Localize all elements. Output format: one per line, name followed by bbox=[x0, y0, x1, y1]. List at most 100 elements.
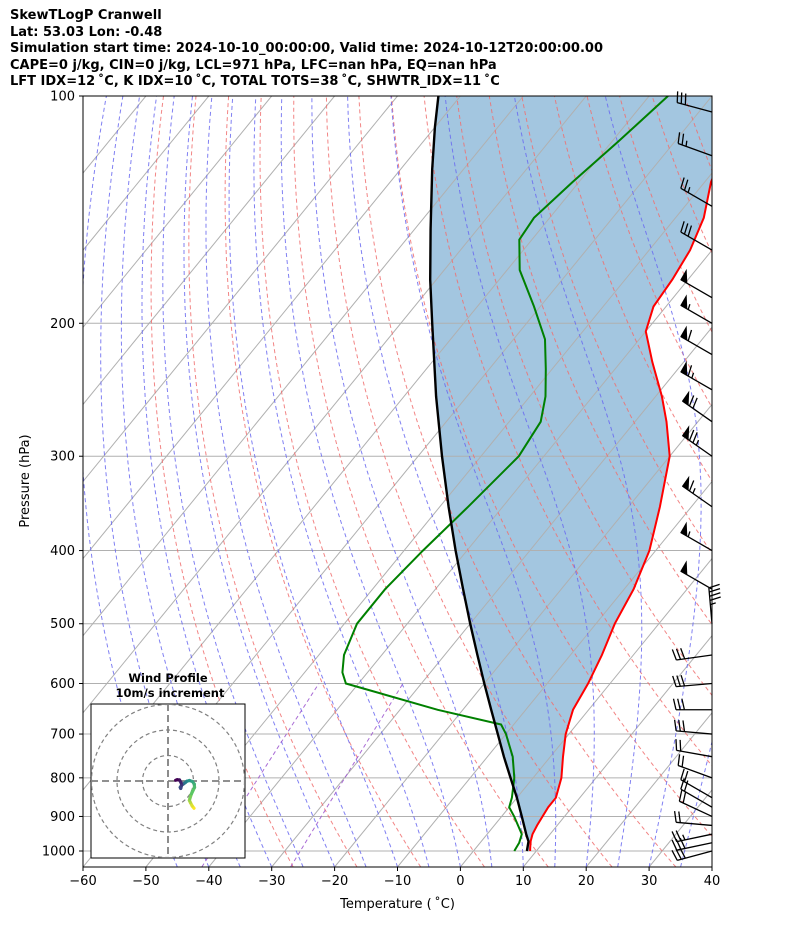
wind-barb-flag bbox=[692, 397, 698, 409]
x-tick-label: 0 bbox=[456, 874, 464, 889]
wind-barb-pennant bbox=[680, 360, 688, 377]
isotherm-line bbox=[711, 866, 712, 867]
x-tick-label: −40 bbox=[195, 874, 222, 889]
moist-adiabat bbox=[162, 96, 304, 867]
wind-barb-flag bbox=[708, 583, 720, 589]
inset-title: Wind Profile bbox=[128, 671, 208, 685]
header-times: Simulation start time: 2024-10-10_00:00:… bbox=[10, 41, 603, 56]
y-tick-label: 500 bbox=[50, 617, 75, 632]
wind-barb-flag bbox=[676, 675, 681, 687]
dry-adiabat bbox=[325, 96, 613, 867]
dry-adiabat bbox=[750, 96, 794, 867]
wind-barb-flag bbox=[682, 720, 686, 732]
profiles bbox=[341, 96, 712, 852]
wind-barb-flag bbox=[671, 850, 678, 861]
header-title: SkewTLogP Cranwell bbox=[10, 8, 162, 23]
isotherm-line bbox=[83, 96, 461, 560]
isotherm-line bbox=[585, 712, 712, 867]
x-tick-label: −20 bbox=[321, 874, 348, 889]
wind-barb-shaft bbox=[680, 231, 713, 251]
wind-barb-shaft bbox=[677, 142, 713, 157]
cin-shaded-area bbox=[430, 96, 712, 851]
wind-barb-flag bbox=[680, 648, 686, 660]
wind-barbs bbox=[671, 91, 721, 861]
moist-adiabat bbox=[253, 96, 430, 867]
dry-adiabat bbox=[717, 96, 794, 867]
wind-barb-flag bbox=[671, 839, 678, 851]
chart-header: SkewTLogP Cranwell Lat: 53.03 Lon: -0.48… bbox=[10, 8, 603, 91]
moist-adiabat bbox=[390, 96, 557, 867]
wind-barb-shaft bbox=[708, 587, 713, 624]
wind-barb-shaft bbox=[676, 730, 713, 735]
wind-barb-flag bbox=[677, 698, 681, 710]
wind-barb-pennant bbox=[680, 560, 688, 576]
wind-barb-flag bbox=[709, 592, 721, 597]
dry-adiabat bbox=[224, 96, 422, 867]
wind-barb-flag bbox=[680, 674, 686, 687]
moist-adiabat bbox=[311, 96, 493, 867]
wind-profile-inset: Wind Profile 10m/s increment bbox=[90, 671, 246, 859]
isotherm-line bbox=[83, 96, 210, 251]
dry-adiabat bbox=[259, 96, 485, 867]
wind-barb-shaft bbox=[680, 788, 713, 808]
isotherm-line bbox=[145, 172, 712, 867]
wind-barb-flag bbox=[682, 791, 687, 804]
moist-adiabat bbox=[141, 96, 273, 867]
wind-barb-flag bbox=[681, 133, 685, 145]
wind-barb-flag bbox=[672, 675, 677, 687]
x-tick-label: 30 bbox=[641, 874, 658, 889]
isotherm-line bbox=[83, 96, 587, 714]
isotherm-line bbox=[83, 96, 335, 406]
wind-barb-shaft bbox=[676, 821, 713, 827]
dry-adiabat bbox=[358, 96, 677, 867]
y-tick-label: 400 bbox=[50, 544, 75, 559]
dry-adiabat bbox=[423, 96, 712, 767]
parcel-profile bbox=[428, 96, 530, 852]
moist-adiabat bbox=[205, 96, 367, 867]
isotherm-line bbox=[83, 96, 273, 329]
wind-barb-flag bbox=[679, 739, 682, 752]
wind-barb-shaft bbox=[676, 682, 713, 688]
moist-adiabat bbox=[347, 96, 524, 867]
y-tick-label: 600 bbox=[50, 677, 75, 692]
dry-adiabat bbox=[293, 96, 549, 867]
wind-barb-flag bbox=[683, 780, 689, 792]
hodograph-segment bbox=[174, 778, 179, 782]
wind-barb-flag bbox=[678, 811, 681, 823]
y-axis-label: Pressure (hPa) bbox=[18, 434, 33, 527]
wind-barb-flag bbox=[678, 790, 683, 802]
isotherm-line bbox=[83, 96, 398, 483]
wind-barb-shaft bbox=[677, 764, 713, 779]
wind-barb-shaft bbox=[680, 187, 713, 207]
header-indices-2: LFT IDX=12 ˚C, K IDX=10 ˚C, TOTAL TOTS=3… bbox=[10, 74, 500, 89]
isotherm-line bbox=[208, 249, 712, 867]
x-tick-label: 40 bbox=[704, 874, 721, 889]
wind-barb-shaft bbox=[679, 800, 713, 818]
isotherm-line bbox=[522, 634, 712, 867]
y-tick-label: 800 bbox=[50, 771, 75, 786]
wind-barb-half-flag bbox=[685, 140, 688, 147]
wind-barb-flag bbox=[677, 132, 681, 144]
isotherm-line bbox=[334, 403, 712, 867]
wind-barb-flag bbox=[683, 770, 689, 783]
isotherm-line bbox=[83, 96, 84, 97]
y-tick-label: 200 bbox=[50, 317, 75, 332]
wind-barb-half-flag bbox=[691, 372, 695, 379]
x-tick-label: −30 bbox=[258, 874, 285, 889]
wind-barb-half-flag bbox=[687, 303, 691, 310]
wind-barb-flag bbox=[677, 754, 681, 766]
x-tick-label: 20 bbox=[578, 874, 595, 889]
wind-barb-shaft bbox=[676, 749, 713, 758]
wind-barb-flag bbox=[671, 649, 677, 661]
wind-barb-half-flag bbox=[687, 186, 691, 193]
header-indices-1: CAPE=0 j/kg, CIN=0 j/kg, LCL=971 hPa, LF… bbox=[10, 57, 497, 73]
wind-barb-flag bbox=[673, 811, 677, 823]
wind-barb-flag bbox=[675, 848, 682, 860]
header-location: Lat: 53.03 Lon: -0.48 bbox=[10, 24, 163, 40]
x-tick-label: −10 bbox=[384, 874, 411, 889]
wind-barb-pennant bbox=[680, 325, 688, 341]
wind-barb-flag bbox=[680, 778, 685, 790]
x-axis-label: Temperature ( ˚C) bbox=[339, 896, 455, 912]
wind-barb-shaft bbox=[676, 654, 713, 661]
wind-barb-flag bbox=[681, 698, 686, 710]
